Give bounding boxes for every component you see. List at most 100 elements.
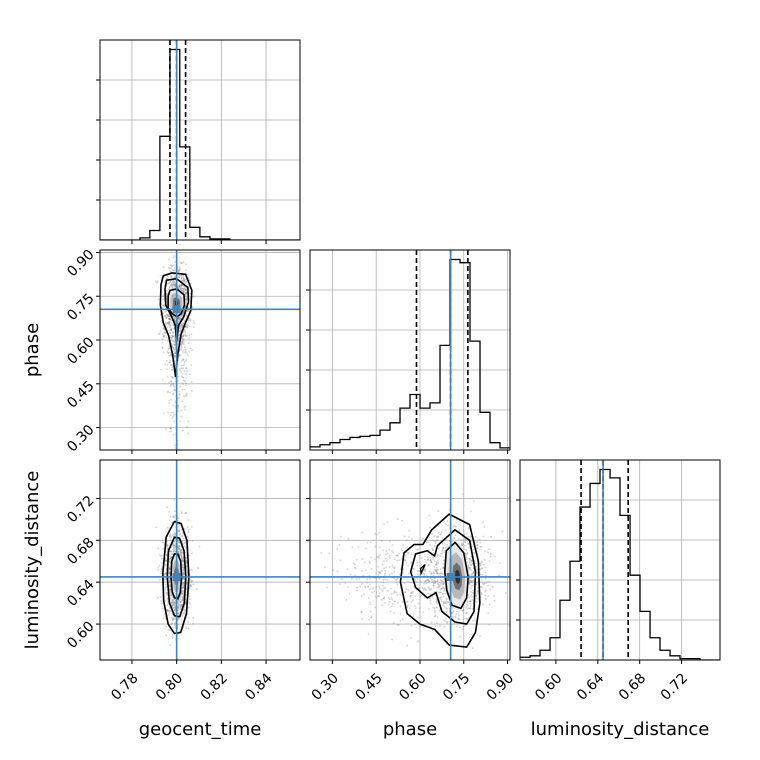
scatter-point <box>462 530 465 533</box>
scatter-point <box>166 544 168 546</box>
scatter-point <box>437 582 440 585</box>
scatter-point <box>184 331 187 334</box>
scatter-point <box>360 611 363 614</box>
scatter-point <box>481 567 484 570</box>
scatter-point <box>426 579 429 582</box>
scatter-point <box>179 354 182 357</box>
scatter-point <box>427 558 430 561</box>
scatter-point <box>190 282 192 285</box>
scatter-point <box>429 599 432 602</box>
scatter-point <box>177 410 180 412</box>
scatter-point <box>177 551 180 554</box>
scatter-point <box>484 590 487 593</box>
scatter-point <box>180 370 183 373</box>
scatter-point <box>468 567 471 569</box>
scatter-point <box>188 373 191 376</box>
scatter-point <box>336 570 339 573</box>
scatter-point <box>171 604 174 607</box>
scatter-point <box>378 531 380 534</box>
scatter-point <box>181 561 184 564</box>
scatter-point <box>182 590 185 593</box>
scatter-point <box>471 573 473 575</box>
scatter-point <box>167 613 170 616</box>
scatter-point <box>184 306 187 309</box>
scatter-point <box>182 289 185 291</box>
scatter-point <box>181 382 184 384</box>
scatter-point <box>169 568 171 571</box>
scatter-point <box>164 332 167 335</box>
scatter-point <box>453 622 456 625</box>
scatter-point <box>436 622 438 625</box>
scatter-point <box>422 537 424 540</box>
scatter-point <box>177 317 180 319</box>
scatter-point <box>423 583 425 585</box>
scatter-point <box>359 585 362 588</box>
scatter-point <box>438 525 440 527</box>
scatter-point <box>356 586 358 589</box>
scatter-point <box>442 604 445 607</box>
scatter-point <box>172 284 174 287</box>
scatter-point <box>469 563 472 566</box>
scatter-point <box>440 579 442 582</box>
scatter-point <box>172 606 174 608</box>
scatter-point <box>177 316 180 319</box>
scatter-point <box>179 315 182 318</box>
scatter-point <box>466 541 469 543</box>
scatter-point <box>160 570 163 573</box>
scatter-point <box>434 542 437 545</box>
scatter-point <box>467 593 470 596</box>
scatter-point <box>174 284 176 287</box>
x-tick-label: 0.78 <box>108 670 141 703</box>
scatter-point <box>165 314 168 317</box>
scatter-point <box>169 585 171 587</box>
scatter-point <box>457 617 460 620</box>
scatter-point <box>468 600 471 602</box>
scatter-point <box>442 547 445 549</box>
scatter-point <box>173 276 176 279</box>
scatter-point <box>179 420 182 423</box>
scatter-point <box>417 548 419 551</box>
scatter-point <box>171 281 174 283</box>
scatter-point <box>488 603 491 606</box>
scatter-point <box>156 596 159 599</box>
scatter-point <box>434 556 437 559</box>
scatter-point <box>477 598 480 600</box>
scatter-point <box>367 585 370 588</box>
scatter-point <box>187 274 189 276</box>
scatter-point <box>178 548 181 551</box>
scatter-point <box>436 580 439 583</box>
scatter-point <box>364 547 367 550</box>
scatter-point <box>477 544 479 546</box>
scatter-point <box>172 324 175 326</box>
scatter-point <box>172 544 174 546</box>
scatter-point <box>435 606 438 609</box>
scatter-point <box>181 340 183 343</box>
scatter-point <box>178 286 181 289</box>
scatter-point <box>391 638 393 641</box>
scatter-point <box>164 563 167 566</box>
scatter-point <box>442 595 445 598</box>
scatter-point <box>182 542 185 545</box>
scatter-point <box>168 315 171 318</box>
scatter-point <box>168 318 171 321</box>
scatter-point <box>464 618 467 620</box>
scatter-point <box>442 585 444 588</box>
scatter-point <box>179 551 182 554</box>
scatter-point <box>165 592 168 595</box>
scatter-point <box>182 569 184 572</box>
scatter-point <box>180 367 183 370</box>
scatter-point <box>396 583 399 586</box>
scatter-point <box>181 549 183 551</box>
scatter-point <box>179 545 182 548</box>
scatter-point <box>156 280 159 283</box>
scatter-point <box>169 361 171 364</box>
scatter-point <box>160 600 163 602</box>
scatter-point <box>465 554 468 557</box>
scatter-point <box>437 535 440 538</box>
scatter-point <box>181 558 184 561</box>
scatter-point <box>171 330 174 333</box>
scatter-point <box>489 555 492 558</box>
scatter-point <box>172 336 174 338</box>
scatter-point <box>472 552 475 554</box>
panel-content <box>100 250 300 450</box>
